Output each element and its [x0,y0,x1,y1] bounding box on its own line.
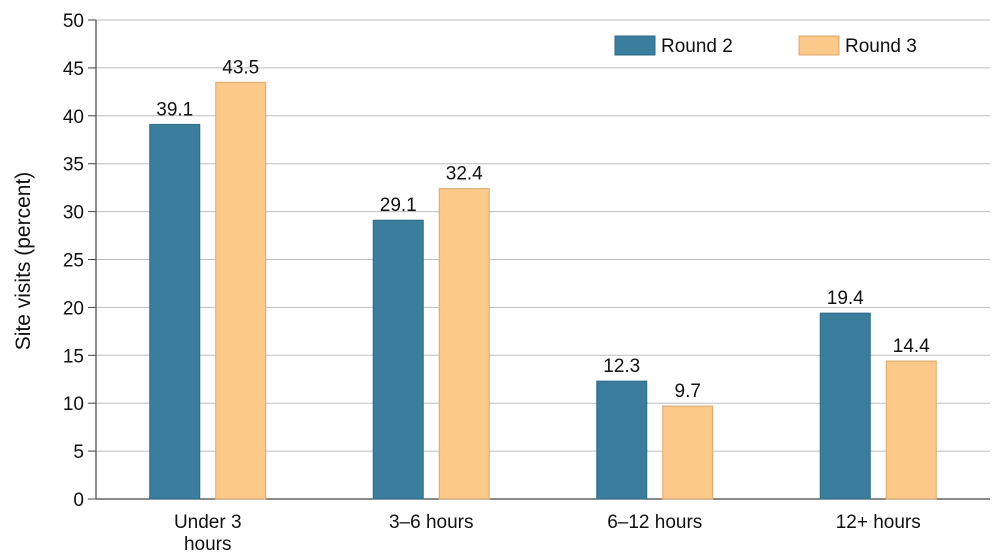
x-tick-label: Under 3 hours [174,512,242,552]
data-label: 19.4 [827,288,864,309]
bar-round-3 [662,405,714,500]
data-label: 32.4 [446,164,483,185]
y-tick-label: 35 [63,155,84,176]
y-axis-label: Site visits (percent) [12,172,35,351]
x-tick-label: 6–12 hours [607,512,702,533]
legend-swatch [798,35,840,56]
bar-round-3 [215,81,267,500]
bar-round-2 [819,312,871,500]
y-tick-label: 5 [73,442,84,463]
bar-round-2 [149,123,201,500]
bar-round-2 [596,380,648,500]
data-label: 29.1 [380,195,417,216]
x-tick-label: 3–6 hours [389,512,474,533]
bar-round-2 [372,219,424,500]
bar-round-3 [885,360,937,500]
data-label: 39.1 [156,99,193,120]
legend-swatch [614,35,656,56]
x-tick-label: 12+ hours [836,512,921,533]
y-tick-label: 10 [63,394,84,415]
legend: Round 2 Round 3 [614,35,917,57]
y-tick-label: 20 [63,298,84,319]
y-tick-label: 40 [63,107,84,128]
data-labels: 39.1 43.5 29.1 32.4 12.3 9.7 19.4 14.4 [156,57,930,402]
y-tick-label: 50 [63,11,84,32]
x-axis-categories: Under 3 hours 3–6 hours 6–12 hours 12+ hours [174,512,921,552]
legend-label: Round 2 [661,36,733,57]
bars [149,81,937,500]
legend-label: Round 3 [845,36,917,57]
y-tick-label: 0 [73,490,84,511]
data-label: 14.4 [893,336,930,357]
y-tick-label: 30 [63,203,84,224]
data-label: 9.7 [675,381,701,402]
y-axis-ticks: 0 5 10 15 20 25 30 35 40 45 50 [63,11,96,511]
y-tick-label: 25 [63,251,84,272]
y-tick-label: 15 [63,346,84,367]
y-tick-label: 45 [63,59,84,80]
data-label: 12.3 [603,356,640,377]
bar-round-3 [438,188,490,500]
data-label: 43.5 [222,57,259,78]
